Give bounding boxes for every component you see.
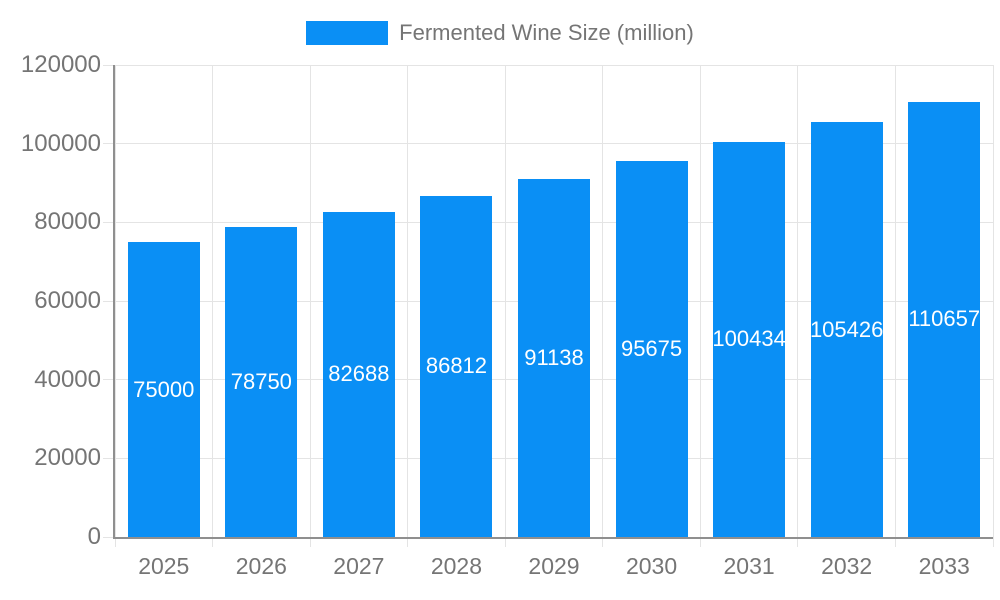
- y-axis-line: [113, 65, 115, 539]
- x-axis-label: 2033: [918, 553, 970, 579]
- y-axis: 0 20000 40000 60000 80000 100000 120000: [0, 52, 101, 550]
- plot-area: 75000 78750 82688 86812 91138 95675 100434 1054…: [103, 64, 994, 547]
- y-axis-label: 0: [87, 523, 101, 550]
- legend-swatch: [306, 21, 389, 45]
- bar-value-label: 110657: [908, 306, 981, 332]
- h-gridline: [103, 64, 993, 66]
- y-axis-label: 120000: [20, 51, 101, 78]
- bar-2030: 95675: [615, 160, 688, 537]
- x-axis-label: 2026: [235, 553, 287, 579]
- y-axis-label: 100000: [20, 129, 101, 157]
- bar-value-label: 86812: [425, 353, 488, 379]
- y-axis-label: 60000: [34, 287, 101, 314]
- bar-value-label: 82688: [328, 361, 390, 387]
- x-axis-line: [113, 537, 993, 539]
- bar-2032: 105426: [809, 122, 884, 537]
- bar-2033: 110657: [908, 101, 981, 537]
- y-axis-label: 40000: [34, 365, 101, 393]
- x-axis-label: 2025: [138, 553, 190, 579]
- v-gridline: [797, 65, 799, 547]
- x-axis-label: 2029: [528, 553, 580, 579]
- v-gridline: [992, 65, 994, 547]
- v-gridline: [114, 65, 116, 547]
- v-gridline: [504, 65, 506, 547]
- x-axis-label: 2031: [723, 553, 775, 579]
- v-gridline: [212, 65, 214, 547]
- bar-2025: 75000: [127, 242, 200, 537]
- bar-value-label: 95675: [620, 335, 683, 361]
- bar-value-label: 105426: [809, 316, 884, 342]
- v-gridline: [699, 65, 701, 547]
- y-axis-tick: [103, 536, 115, 538]
- bar-value-label: 78750: [230, 369, 292, 395]
- bar-2029: 91138: [518, 178, 590, 537]
- x-axis-label: 2027: [333, 553, 385, 579]
- x-axis-label: 2030: [625, 553, 678, 579]
- bar-2028: 86812: [420, 195, 493, 537]
- bar-value-label: 91138: [524, 344, 584, 370]
- legend-label: Fermented Wine Size (million): [399, 20, 694, 45]
- v-gridline: [602, 65, 604, 547]
- h-gridline: [103, 143, 993, 145]
- y-axis-label: 80000: [34, 208, 101, 236]
- v-gridline: [309, 65, 311, 547]
- legend: Fermented Wine Size (million): [0, 19, 1000, 47]
- x-axis-label: 2032: [821, 553, 873, 579]
- bar-2027: 82688: [322, 211, 395, 537]
- v-gridline: [407, 65, 409, 547]
- bar-2026: 78750: [225, 227, 298, 537]
- x-axis-label: 2028: [430, 553, 483, 579]
- y-axis-label: 20000: [34, 444, 101, 472]
- bar-value-label: 75000: [133, 376, 195, 402]
- x-axis: 2025 2026 2027 2028 2029 2030 2031 2032 2033: [115, 552, 993, 582]
- bar-2031: 100434: [712, 141, 786, 537]
- v-gridline: [894, 65, 896, 547]
- bar-value-label: 100434: [712, 326, 786, 352]
